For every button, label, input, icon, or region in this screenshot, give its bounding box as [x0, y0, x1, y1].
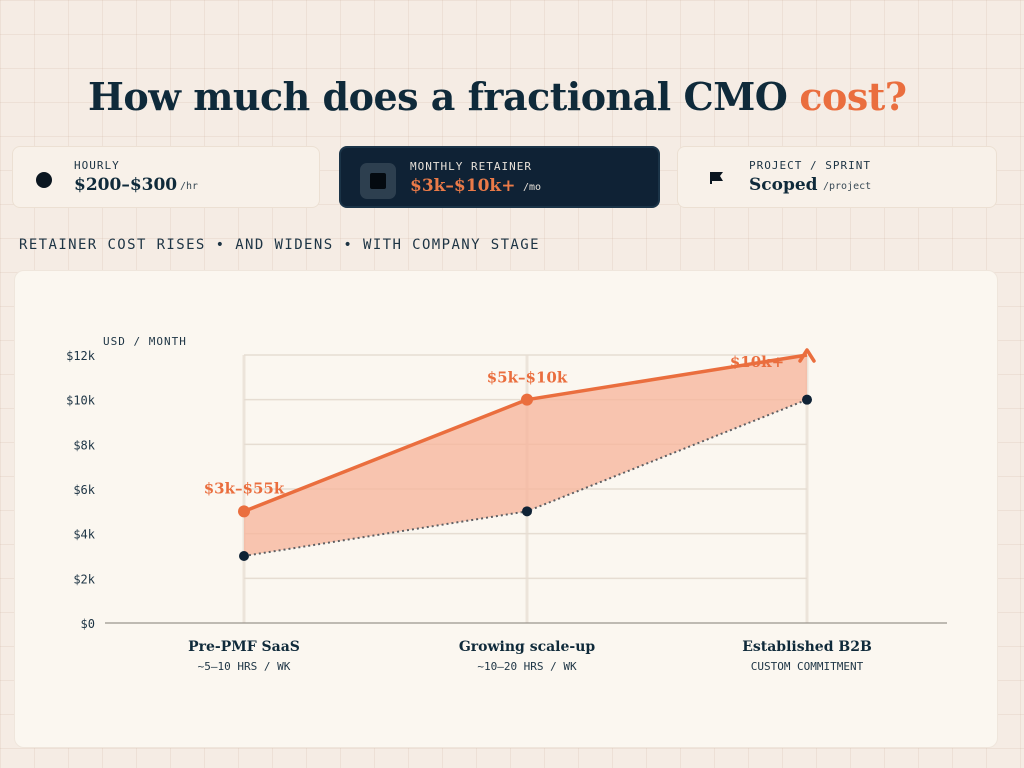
- y-tick-label: $12k: [66, 349, 96, 363]
- page-title: How much does a fractional CMO cost?: [88, 74, 907, 119]
- project-value: Scoped: [749, 175, 818, 195]
- upper-point-1: [238, 505, 250, 518]
- lower-point-3: [802, 394, 812, 405]
- retainer-card: MONTHLY RETAINER $3k–$10k+ /mo: [339, 146, 660, 208]
- square-icon: [360, 163, 396, 199]
- circle-icon: [36, 172, 52, 188]
- range-label-2: $5k–$10k: [487, 369, 568, 387]
- y-tick-label: $2k: [73, 572, 95, 586]
- project-card: PROJECT / SPRINT Scoped /project: [677, 146, 997, 208]
- upper-point-2: [521, 393, 533, 406]
- y-tick-label: $10k: [66, 394, 96, 408]
- category-label-2: Growing scale-up: [459, 639, 596, 655]
- chart-subtitle: RETAINER COST RISES • AND WIDENS • WITH …: [19, 237, 540, 253]
- retainer-cost-chart: $0 $2k $4k $6k $8k $10k $12k USD / MONTH $3k–$55…: [66, 335, 947, 673]
- hourly-card: HOURLY $200–$300 /hr: [12, 146, 320, 208]
- y-tick-label: $8k: [73, 438, 95, 452]
- hourly-unit: /hr: [180, 181, 199, 192]
- retainer-range-area: [244, 355, 807, 556]
- chart-panel: $0 $2k $4k $6k $8k $10k $12k USD / MONTH $3k–$55…: [14, 270, 998, 748]
- y-tick-label: $4k: [73, 528, 95, 542]
- category-label-3: Established B2B: [742, 639, 872, 655]
- title-accent: cost?: [799, 74, 907, 119]
- project-unit: /project: [823, 181, 872, 192]
- retainer-value: $3k–$10k+: [410, 176, 516, 196]
- lower-point-2: [522, 506, 532, 517]
- range-label-1: $3k–$55k: [204, 479, 285, 497]
- category-sublabel-1: ~5–10 HRS / WK: [198, 660, 291, 673]
- category-sublabel-3: CUSTOM COMMITMENT: [751, 660, 864, 673]
- category-sublabel-2: ~10–20 HRS / WK: [477, 660, 577, 673]
- hourly-value: $200–$300: [74, 175, 178, 195]
- y-axis-label: USD / MONTH: [103, 335, 187, 348]
- title-main: How much does a fractional CMO: [88, 74, 788, 119]
- hourly-label: HOURLY: [74, 159, 120, 172]
- category-label-1: Pre-PMF SaaS: [188, 639, 300, 655]
- retainer-label: MONTHLY RETAINER: [410, 160, 532, 173]
- y-tick-label: $6k: [73, 483, 95, 497]
- flag-icon: [710, 172, 723, 184]
- range-label-3: $10k+: [730, 353, 784, 371]
- project-label: PROJECT / SPRINT: [749, 159, 871, 172]
- y-tick-label: $0: [81, 617, 95, 631]
- retainer-unit: /mo: [523, 182, 542, 193]
- open-ended-arrow-icon: [798, 348, 816, 363]
- lower-point-1: [239, 551, 249, 561]
